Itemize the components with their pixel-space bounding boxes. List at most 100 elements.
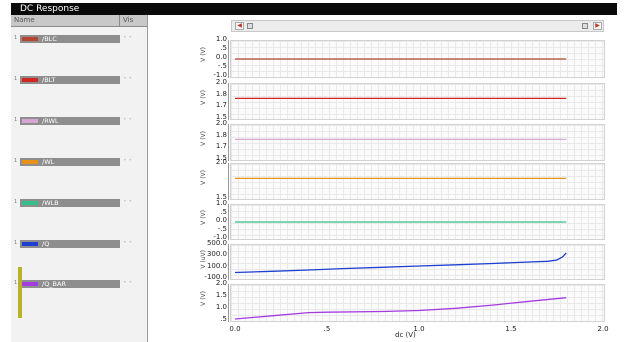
signal-name: /BLC <box>42 34 57 43</box>
signal-index: 1 <box>14 280 18 286</box>
signal-row[interactable]: 1/WLB • • <box>11 197 147 209</box>
visibility-toggle[interactable]: • • <box>123 279 132 286</box>
y-axis-line <box>228 124 231 161</box>
signal-row[interactable]: 1/WL • • <box>11 156 147 168</box>
y-tick-label: 1.5 <box>215 154 227 162</box>
y-tick-label: 1.5 <box>215 291 227 299</box>
y-tick-label: 2.0 <box>215 78 227 86</box>
signal-name: /RWL <box>42 116 59 125</box>
signal-name-bar[interactable]: /RWL <box>20 117 120 125</box>
y-tick-label: 1.5 <box>215 193 227 201</box>
scroll-right-icon[interactable]: ▶ <box>593 22 602 30</box>
signal-name: /WL <box>42 157 55 166</box>
y-tick-label: 1.0 <box>215 303 227 311</box>
y-tick-label: .5 <box>220 207 227 216</box>
y-tick-label: -.5 <box>217 224 227 233</box>
signal-list-panel: Name Vis 1/BLC • • 1/BLT • • 1/RWL • • 1/WL • •… <box>11 15 148 342</box>
visibility-toggle[interactable]: • • <box>123 75 132 82</box>
signal-color-swatch <box>22 37 38 41</box>
signal-row[interactable]: 1/RWL • • <box>11 115 147 127</box>
column-separator[interactable] <box>119 15 120 26</box>
y-tick-label: 500.0 <box>206 239 227 247</box>
y-axis-line <box>228 40 231 78</box>
zoom-scroll-strip[interactable]: ◀ ▶ <box>231 20 604 32</box>
y-tick-label: -100.0 <box>204 273 227 281</box>
y-axis-line <box>228 204 231 240</box>
visibility-toggle[interactable]: • • <box>123 198 132 205</box>
signal-name: /Q_BAR <box>42 279 66 288</box>
signal-name-bar[interactable]: /Q_BAR <box>20 280 120 288</box>
signal-index: 1 <box>14 240 18 246</box>
y-tick-label: 2.0 <box>215 119 227 127</box>
y-axis-line <box>228 163 231 200</box>
signal-name: /BLT <box>42 75 56 84</box>
x-axis-label: dc (V) <box>395 331 416 339</box>
y-tick-label: 1.7 <box>215 101 227 110</box>
scroll-thumb-right[interactable] <box>582 23 588 29</box>
y-tick-label: -1.0 <box>213 71 227 79</box>
signal-name-bar[interactable]: /Q <box>20 240 120 248</box>
panel-splitter-handle[interactable] <box>18 267 22 318</box>
signal-name: /Q <box>42 239 50 248</box>
signal-row[interactable]: 1/Q • • <box>11 238 147 250</box>
waveform-panel[interactable] <box>230 83 605 120</box>
signal-name-bar[interactable]: /BLC <box>20 35 120 43</box>
signal-index: 1 <box>14 35 18 41</box>
signal-color-swatch <box>22 160 38 164</box>
y-axis-line <box>228 83 231 120</box>
x-tick-label: 1.0 <box>413 325 425 333</box>
scroll-thumb-left[interactable] <box>247 23 253 29</box>
signal-index: 1 <box>14 117 18 123</box>
y-tick-label: 2.0 <box>215 158 227 166</box>
x-tick-label: 2.0 <box>597 325 609 333</box>
signal-color-swatch <box>22 78 38 82</box>
y-tick-label: 300.0 <box>206 250 227 259</box>
y-tick-label: 0.0 <box>215 53 227 61</box>
signal-name-bar[interactable]: /BLT <box>20 76 120 84</box>
y-tick-label: 1.7 <box>215 142 227 151</box>
signal-row[interactable]: 1/Q_BAR • • <box>11 278 147 290</box>
x-tick-label: 0.0 <box>229 325 241 333</box>
signal-name-bar[interactable]: /WL <box>20 158 120 166</box>
y-tick-label: 2.0 <box>215 279 227 287</box>
y-tick-label: .5 <box>220 315 227 323</box>
column-header-name[interactable]: Name <box>14 16 35 24</box>
signal-color-swatch <box>22 242 38 246</box>
y-tick-label: 1.8 <box>215 89 227 98</box>
y-tick-label: -.5 <box>217 62 227 70</box>
y-tick-label: 1.5 <box>215 113 227 121</box>
signal-list-header: Name Vis <box>11 15 147 27</box>
visibility-toggle[interactable]: • • <box>123 34 132 41</box>
waveform-panel[interactable] <box>230 163 605 200</box>
waveform-panel[interactable] <box>230 284 605 322</box>
signal-index: 1 <box>14 158 18 164</box>
column-header-vis[interactable]: Vis <box>123 16 134 24</box>
window-title-bar: DC Response <box>11 3 617 15</box>
y-tick-label: 100.0 <box>206 261 227 270</box>
signal-color-swatch <box>22 119 38 123</box>
scroll-left-icon[interactable]: ◀ <box>235 22 244 30</box>
y-tick-label: 0.0 <box>215 216 227 224</box>
window-title: DC Response <box>20 4 80 14</box>
y-tick-label: 1.8 <box>215 130 227 139</box>
signal-row[interactable]: 1/BLC • • <box>11 33 147 45</box>
visibility-toggle[interactable]: • • <box>123 116 132 123</box>
signal-name-bar[interactable]: /WLB <box>20 199 120 207</box>
visibility-toggle[interactable]: • • <box>123 239 132 246</box>
signal-row[interactable]: 1/BLT • • <box>11 74 147 86</box>
x-tick-label: 1.5 <box>505 325 517 333</box>
y-tick-label: 1.0 <box>215 35 227 43</box>
visibility-toggle[interactable]: • • <box>123 157 132 164</box>
series-line[interactable] <box>234 252 567 274</box>
waveform-panel[interactable] <box>230 124 605 161</box>
y-tick-label: 1.0 <box>215 199 227 207</box>
signal-name: /WLB <box>42 198 59 207</box>
y-tick-label: .5 <box>220 44 227 52</box>
signal-index: 1 <box>14 76 18 82</box>
y-axis-line <box>228 284 231 322</box>
y-tick-label: -1.0 <box>213 233 227 241</box>
signal-index: 1 <box>14 199 18 205</box>
y-axis-line <box>228 244 231 280</box>
series-line[interactable] <box>234 297 567 320</box>
